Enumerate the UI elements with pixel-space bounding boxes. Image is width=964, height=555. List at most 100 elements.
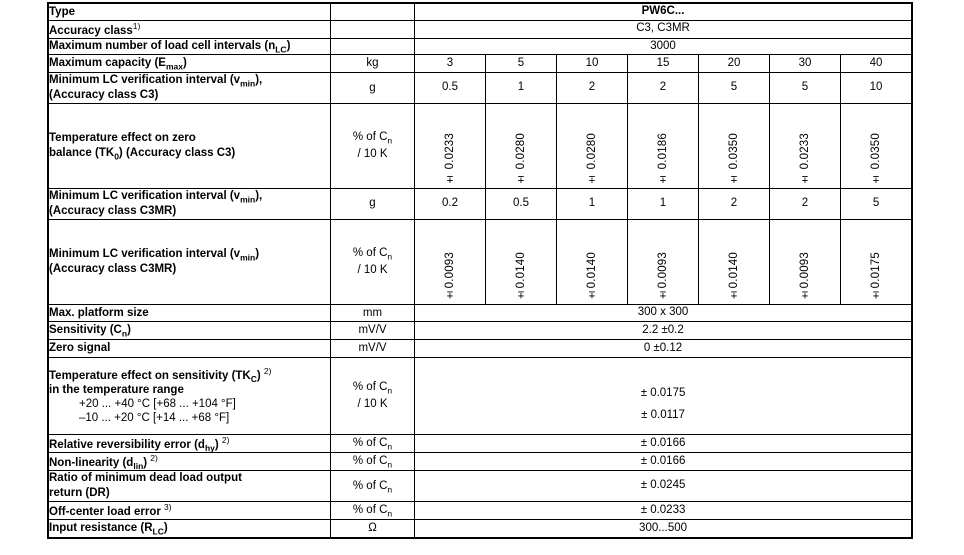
table-row-non-linearity: Non-linearity (dlin) 2) % of Cn ± 0.0166 [48,451,913,472]
row-value-temp-zero-4: ± 0.0186 [627,102,699,189]
footnote-marker-3: 3) [164,501,172,512]
label-line-1: Temperature effect on sensitivity (TKC) … [49,365,272,384]
row-value-vmin-pct-2: ±0.0140 [485,218,557,305]
table-row-max-load-cell-intervals: Maximum number of load cell intervals (n… [48,37,913,56]
row-value-vmin-c3mr-g-3: 1 [556,187,628,220]
row-unit-max-platform-size: mm [330,303,415,323]
row-value-vmin-c3-2: 1 [485,71,557,104]
row-label-type: Type [48,3,331,21]
table-row-input-resistance: Input resistance (RLC) Ω 300...500 [48,519,913,538]
rotated-value: ±0.0093 [444,252,456,301]
row-value-maximum-capacity-2: 5 [485,54,557,73]
row-label-max-load-cell-intervals: Maximum number of load cell intervals (n… [48,37,331,56]
rotated-value: ±0.0140 [586,252,598,301]
row-unit-max-load-cell-intervals [330,37,415,56]
row-unit-temp-effect-sensitivity: % of Cn / 10 K [330,356,415,435]
row-value-temp-zero-3: ± 0.0280 [556,102,628,189]
row-label-relative-reversibility-error: Relative reversibility error (dhy) 2) [48,433,331,453]
footnote-marker-2: 2) [221,434,230,445]
label-text-off-center-load-error: Off-center load error [49,505,161,518]
table-row-temp-effect-zero-balance: Temperature effect on zero balance (TK0) … [48,102,913,189]
row-value-vmin-pct-5: ±0.0140 [698,218,770,305]
unit-line-1: % of Cn [352,131,393,146]
row-unit-sensitivity: mV/V [330,321,415,340]
row-value-vmin-c3mr-g-1: 0.2 [414,187,486,220]
row-value-vmin-pct-1: ±0.0093 [414,218,486,305]
row-value-maximum-capacity-4: 15 [627,54,699,73]
row-value-max-platform-size: 300 x 300 [413,303,913,323]
row-unit-type [330,3,415,21]
footnote-marker-2: 2) [263,365,272,376]
row-label-accuracy-class: Accuracy class1) [48,19,331,39]
rotated-value: ± 0.0233 [799,132,811,185]
footnote-marker-2: 2) [150,452,158,463]
row-value-maximum-capacity-1: 3 [414,54,486,73]
table-row-sensitivity: Sensitivity (Cn) mV/V 2.2 ±0.2 [48,321,913,340]
row-value-maximum-capacity-6: 30 [769,54,841,73]
row-unit-accuracy-class [330,19,415,39]
row-value-temp-zero-5: ± 0.0350 [698,102,770,189]
row-value-vmin-c3-6: 5 [769,71,841,104]
row-value-temp-zero-2: ± 0.0280 [485,102,557,189]
row-unit-relative-reversibility-error: % of Cn [330,433,415,453]
footnote-marker-1: 1) [132,20,141,31]
row-value-ratio-min-dead-load-output-return: ± 0.0245 [413,470,913,502]
rotated-value: ± 0.0280 [586,132,598,185]
row-value-vmin-c3mr-g-4: 1 [627,187,699,220]
row-unit-vmin-c3: g [330,71,415,104]
row-value-vmin-c3mr-g-7: 5 [839,187,913,220]
unit-line-1: % of Cn [352,381,393,396]
label-range-2: –10 ... +20 °C [+14 ... +68 °F] [79,412,230,425]
row-value-relative-reversibility-error: ± 0.0166 [413,433,913,453]
table-row-zero-signal: Zero signal mV/V 0 ±0.12 [48,339,913,358]
table-row-accuracy-class: Accuracy class1) C3, C3MR [48,19,913,39]
specification-table: Type PW6C... Accuracy class1) C3, C3MR M… [46,2,914,539]
rotated-value: ± 0.0186 [657,132,669,185]
row-value-vmin-c3-4: 2 [627,71,699,104]
row-value-temp-effect-sensitivity: ± 0.0175 ± 0.0117 [413,356,913,435]
unit-line-2: / 10 K [357,147,388,160]
row-value-max-load-cell-intervals: 3000 [413,37,913,56]
table-row-maximum-capacity: Maximum capacity (Emax) kg 3 5 10 15 20 … [48,54,913,73]
value-range-1: ± 0.0175 [640,387,686,400]
label-line-2: in the temperature range [49,383,184,396]
row-label-zero-signal: Zero signal [48,339,331,358]
row-value-off-center-load-error: ± 0.0233 [413,500,913,521]
row-unit-non-linearity: % of Cn [330,451,415,472]
row-unit-vmin-c3mr-g: g [330,187,415,220]
row-unit-input-resistance: Ω [330,519,415,538]
row-unit-vmin-c3mr-percent: % of Cn / 10 K [330,218,415,305]
rotated-value: ±0.0140 [515,252,527,301]
row-value-vmin-c3-5: 5 [698,71,770,104]
rotated-value: ± 0.0280 [515,132,527,185]
row-value-temp-zero-1: ± 0.0233 [414,102,486,189]
rotated-value: ± 0.0350 [728,132,740,185]
row-label-temp-effect-zero-balance: Temperature effect on zero balance (TK0) … [48,102,331,189]
table-row-ratio-min-dead-load-output-return: Ratio of minimum dead load output return … [48,470,913,502]
row-value-vmin-c3-3: 2 [556,71,628,104]
row-unit-ratio-min-dead-load-output-return: % of Cn [330,470,415,502]
row-value-vmin-pct-7: ±0.0175 [839,218,913,305]
row-value-maximum-capacity-7: 40 [839,54,913,73]
row-value-maximum-capacity-3: 10 [556,54,628,73]
row-unit-zero-signal: mV/V [330,339,415,358]
row-value-zero-signal: 0 ±0.12 [413,339,913,358]
row-unit-maximum-capacity: kg [330,54,415,73]
row-label-sensitivity: Sensitivity (Cn) [48,321,331,340]
unit-line-2: / 10 K [357,397,388,410]
row-label-off-center-load-error: Off-center load error 3) [48,500,331,521]
row-value-accuracy-class: C3, C3MR [413,19,913,39]
row-value-temp-zero-6: ± 0.0233 [769,102,841,189]
row-value-vmin-c3mr-g-5: 2 [698,187,770,220]
row-value-non-linearity: ± 0.0166 [413,451,913,472]
row-value-vmin-c3-7: 10 [839,71,913,104]
table-row-relative-reversibility-error: Relative reversibility error (dhy) 2) % … [48,433,913,453]
rotated-value: ±0.0140 [728,252,740,301]
row-value-vmin-c3mr-g-2: 0.5 [485,187,557,220]
row-value-vmin-pct-3: ±0.0140 [556,218,628,305]
row-value-type: PW6C... [413,3,913,21]
row-value-sensitivity: 2.2 ±0.2 [413,321,913,340]
row-value-temp-zero-7: ± 0.0350 [839,102,913,189]
table-row-vmin-c3mr-g: Minimum LC verification interval (vmin),… [48,187,913,220]
row-value-vmin-c3-1: 0.5 [414,71,486,104]
